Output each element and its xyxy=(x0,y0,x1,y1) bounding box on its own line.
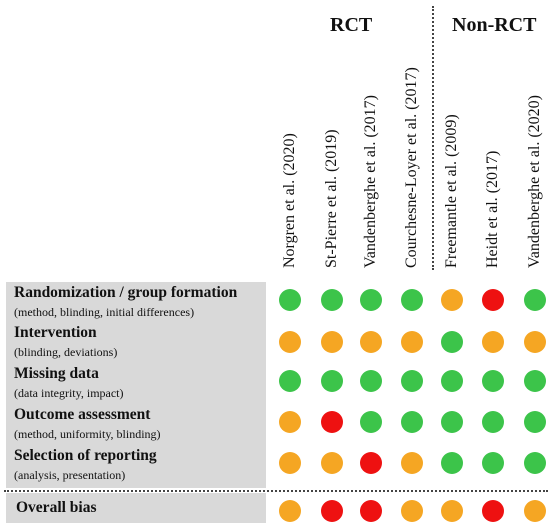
rating-dot-intervention-st-pierre-2019 xyxy=(321,331,343,353)
domain-title: Randomization / group formation xyxy=(14,284,238,301)
study-label: Norgren et al. (2020) xyxy=(281,133,298,268)
rating-dot-outcome-assessment-freemantle-2009 xyxy=(441,411,463,433)
rating-dot-overall-st-pierre-2019 xyxy=(321,500,343,522)
rating-dot-overall-freemantle-2009 xyxy=(441,500,463,522)
rating-dot-randomization-freemantle-2009 xyxy=(441,289,463,311)
rating-dot-missing-data-freemantle-2009 xyxy=(441,370,463,392)
rating-dot-selection-of-reporting-courchesne-loyer-2017 xyxy=(401,452,423,474)
domain-subtitle: (method, uniformity, blinding) xyxy=(14,427,161,441)
study-label: Courchesne-Loyer et al. (2017) xyxy=(403,67,420,268)
study-label: Freemantle et al. (2009) xyxy=(443,114,460,268)
rating-dot-selection-of-reporting-vandenberghe-2020 xyxy=(524,452,546,474)
domain-label-panel: Randomization / group formation (method,… xyxy=(6,282,266,488)
domain-randomization: Randomization / group formation (method,… xyxy=(14,284,237,320)
rating-dot-intervention-heidt-2017 xyxy=(482,331,504,353)
domain-subtitle: (method, blinding, initial differences) xyxy=(14,305,195,319)
rating-dot-intervention-norgren-2020 xyxy=(279,331,301,353)
rating-dot-randomization-heidt-2017 xyxy=(482,289,504,311)
study-label: Vandenberghe et al. (2017) xyxy=(362,95,379,268)
rating-dot-selection-of-reporting-heidt-2017 xyxy=(482,452,504,474)
domain-missing-data: Missing data (data integrity, impact) xyxy=(14,365,124,401)
domain-title: Outcome assessment xyxy=(14,406,151,423)
study-label: St-Pierre et al. (2019) xyxy=(323,129,340,268)
domain-outcome-assessment: Outcome assessment (method, uniformity, … xyxy=(14,406,161,442)
rating-dot-overall-vandenberghe-2020 xyxy=(524,500,546,522)
rating-dot-randomization-st-pierre-2019 xyxy=(321,289,343,311)
overall-label-panel: Overall bias xyxy=(6,493,266,523)
domain-subtitle: (data integrity, impact) xyxy=(14,386,124,400)
rating-dot-randomization-vandenberghe-2017 xyxy=(360,289,382,311)
rating-dot-intervention-courchesne-loyer-2017 xyxy=(401,331,423,353)
overall-title: Overall bias xyxy=(16,499,97,516)
rating-dot-selection-of-reporting-vandenberghe-2017 xyxy=(360,452,382,474)
rating-dot-outcome-assessment-courchesne-loyer-2017 xyxy=(401,411,423,433)
domain-title: Selection of reporting xyxy=(14,447,157,464)
rating-dot-overall-vandenberghe-2017 xyxy=(360,500,382,522)
study-label: Heidt et al. (2017) xyxy=(484,150,501,268)
domain-intervention: Intervention (blinding, deviations) xyxy=(14,324,117,360)
rating-dot-intervention-vandenberghe-2017 xyxy=(360,331,382,353)
rating-dot-intervention-vandenberghe-2020 xyxy=(524,331,546,353)
domain-title: Missing data xyxy=(14,365,99,382)
study-label: Vandenberghe et al. (2020) xyxy=(526,95,543,268)
rating-dot-missing-data-heidt-2017 xyxy=(482,370,504,392)
rating-dot-outcome-assessment-vandenberghe-2020 xyxy=(524,411,546,433)
rating-dot-missing-data-vandenberghe-2017 xyxy=(360,370,382,392)
rating-dot-selection-of-reporting-norgren-2020 xyxy=(279,452,301,474)
group-separator xyxy=(432,6,434,270)
rating-dot-overall-heidt-2017 xyxy=(482,500,504,522)
group-label-non-rct: Non-RCT xyxy=(452,14,537,36)
rating-dot-missing-data-st-pierre-2019 xyxy=(321,370,343,392)
domain-subtitle: (analysis, presentation) xyxy=(14,468,126,482)
overall-separator xyxy=(4,490,548,492)
rating-dot-randomization-courchesne-loyer-2017 xyxy=(401,289,423,311)
group-label-rct: RCT xyxy=(330,14,373,36)
rating-dot-overall-courchesne-loyer-2017 xyxy=(401,500,423,522)
rating-dot-missing-data-norgren-2020 xyxy=(279,370,301,392)
rating-dot-overall-norgren-2020 xyxy=(279,500,301,522)
rating-dot-outcome-assessment-st-pierre-2019 xyxy=(321,411,343,433)
rating-dot-missing-data-vandenberghe-2020 xyxy=(524,370,546,392)
rating-dot-outcome-assessment-vandenberghe-2017 xyxy=(360,411,382,433)
rating-dot-randomization-norgren-2020 xyxy=(279,289,301,311)
rating-dot-selection-of-reporting-freemantle-2009 xyxy=(441,452,463,474)
rating-dot-randomization-vandenberghe-2020 xyxy=(524,289,546,311)
rating-dot-outcome-assessment-heidt-2017 xyxy=(482,411,504,433)
rating-dot-outcome-assessment-norgren-2020 xyxy=(279,411,301,433)
domain-selection-of-reporting: Selection of reporting (analysis, presen… xyxy=(14,447,157,483)
domain-subtitle: (blinding, deviations) xyxy=(14,345,118,359)
rating-dot-missing-data-courchesne-loyer-2017 xyxy=(401,370,423,392)
domain-title: Intervention xyxy=(14,324,97,341)
rating-dot-intervention-freemantle-2009 xyxy=(441,331,463,353)
rating-dot-selection-of-reporting-st-pierre-2019 xyxy=(321,452,343,474)
